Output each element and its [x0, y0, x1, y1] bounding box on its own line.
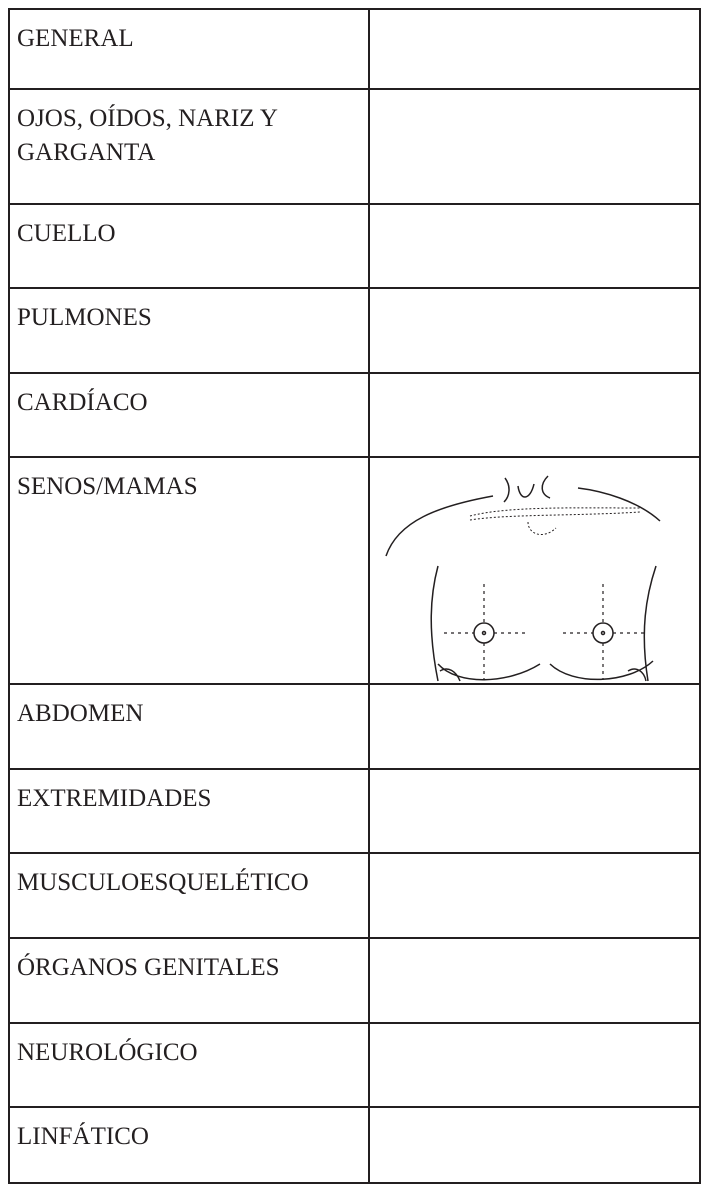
- row-label: CARDÍACO: [17, 389, 148, 416]
- right-border: [699, 8, 701, 1184]
- row-label: CUELLO: [17, 220, 116, 247]
- form-row: LINFÁTICO: [8, 1106, 699, 1184]
- form-row: GENERAL: [8, 8, 699, 90]
- row-label: MUSCULOESQUELÉTICO: [17, 869, 309, 896]
- form-row: PULMONES: [8, 287, 699, 374]
- form-row: OJOS, OÍDOS, NARIZ Y GARGANTA: [8, 88, 699, 205]
- row-label: ABDOMEN: [17, 700, 144, 727]
- form-row: NEUROLÓGICO: [8, 1022, 699, 1108]
- form-row: ÓRGANOS GENITALES: [8, 937, 699, 1024]
- row-label: SENOS/MAMAS: [17, 473, 198, 500]
- form-row: SENOS/MAMAS: [8, 456, 699, 685]
- form-row: CARDÍACO: [8, 372, 699, 458]
- row-label: GENERAL: [17, 25, 134, 52]
- row-label: ÓRGANOS GENITALES: [17, 954, 280, 981]
- form-row: CUELLO: [8, 203, 699, 289]
- row-label: LINFÁTICO: [17, 1123, 149, 1150]
- row-label: OJOS, OÍDOS, NARIZ Y GARGANTA: [17, 105, 277, 166]
- form-row: MUSCULOESQUELÉTICO: [8, 852, 699, 939]
- column-divider: [368, 8, 370, 1184]
- breast-diagram: [385, 475, 661, 682]
- row-label: EXTREMIDADES: [17, 785, 212, 812]
- form-row: EXTREMIDADES: [8, 768, 699, 854]
- row-label: NEUROLÓGICO: [17, 1039, 198, 1066]
- row-label: PULMONES: [17, 304, 152, 331]
- form-row: ABDOMEN: [8, 683, 699, 770]
- left-border: [8, 8, 10, 1184]
